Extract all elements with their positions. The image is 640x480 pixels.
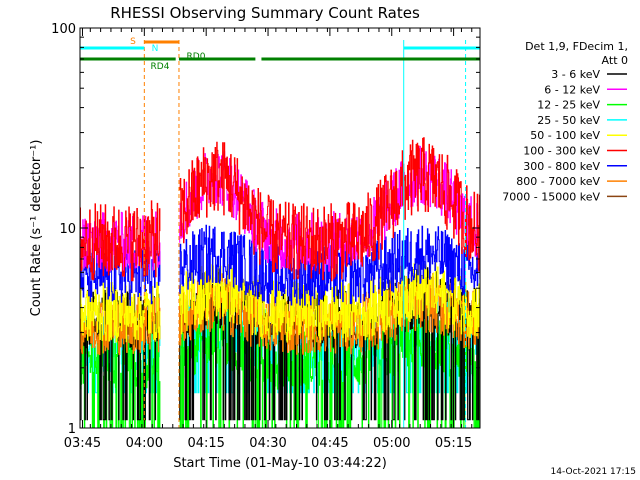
x-tick-label: 05:00: [373, 436, 410, 451]
legend-header-line1: Det 1,9, FDecim 1,: [525, 40, 628, 53]
legend-entry-label: 300 - 800 keV: [523, 160, 600, 173]
legend-entry-label: 6 - 12 keV: [544, 83, 600, 96]
series-trace: [80, 137, 481, 282]
legend-entry-label: 800 - 7000 keV: [516, 175, 600, 188]
flag-label-s: S: [130, 37, 136, 47]
legend-entry-label: 50 - 100 keV: [530, 129, 600, 142]
footer-timestamp: 14-Oct-2021 17:15: [551, 467, 636, 477]
legend-entry-label: 100 - 300 keV: [523, 145, 600, 158]
y-tick-label: 10: [59, 222, 76, 237]
x-tick-label: 04:15: [187, 436, 224, 451]
x-tick-label: 04:00: [126, 436, 163, 451]
legend-entry-label: 3 - 6 keV: [551, 68, 600, 81]
flag-label-rd4: RD4: [151, 62, 170, 72]
flag-label-rd0: RD0: [187, 52, 206, 62]
x-tick-label: 05:15: [435, 436, 472, 451]
legend-header-line2: Att 0: [602, 54, 628, 67]
legend-entry-label: 12 - 25 keV: [537, 99, 600, 112]
vertical-markers: [143, 40, 467, 428]
x-axis-label: Start Time (01-May-10 03:44:22): [173, 456, 387, 471]
legend-entry-label: 7000 - 15000 keV: [502, 190, 600, 203]
flag-label-n: N: [152, 44, 159, 54]
y-tick-label: 100: [51, 22, 76, 37]
flag-bars: S N RD4 RD0: [80, 37, 480, 72]
x-tick-label: 04:30: [249, 436, 286, 451]
chart-title: RHESSI Observing Summary Count Rates: [110, 4, 420, 22]
legend-entry-label: 25 - 50 keV: [537, 114, 600, 127]
axes: 03:45 04:00 04:15 04:30 04:45 05:00 05:15 1 10 10…: [51, 22, 480, 451]
legend: Det 1,9, FDecim 1,Att 03 - 6 keV 6 - 12 k…: [502, 40, 628, 203]
series-100-300-kev: [80, 137, 481, 282]
x-tick-label: 03:45: [64, 436, 101, 451]
x-tick-label: 04:45: [311, 436, 348, 451]
series-traces: [80, 137, 481, 429]
y-tick-label: 1: [68, 422, 76, 437]
y-axis-label: Count Rate (s⁻¹ detector⁻¹): [29, 140, 44, 317]
